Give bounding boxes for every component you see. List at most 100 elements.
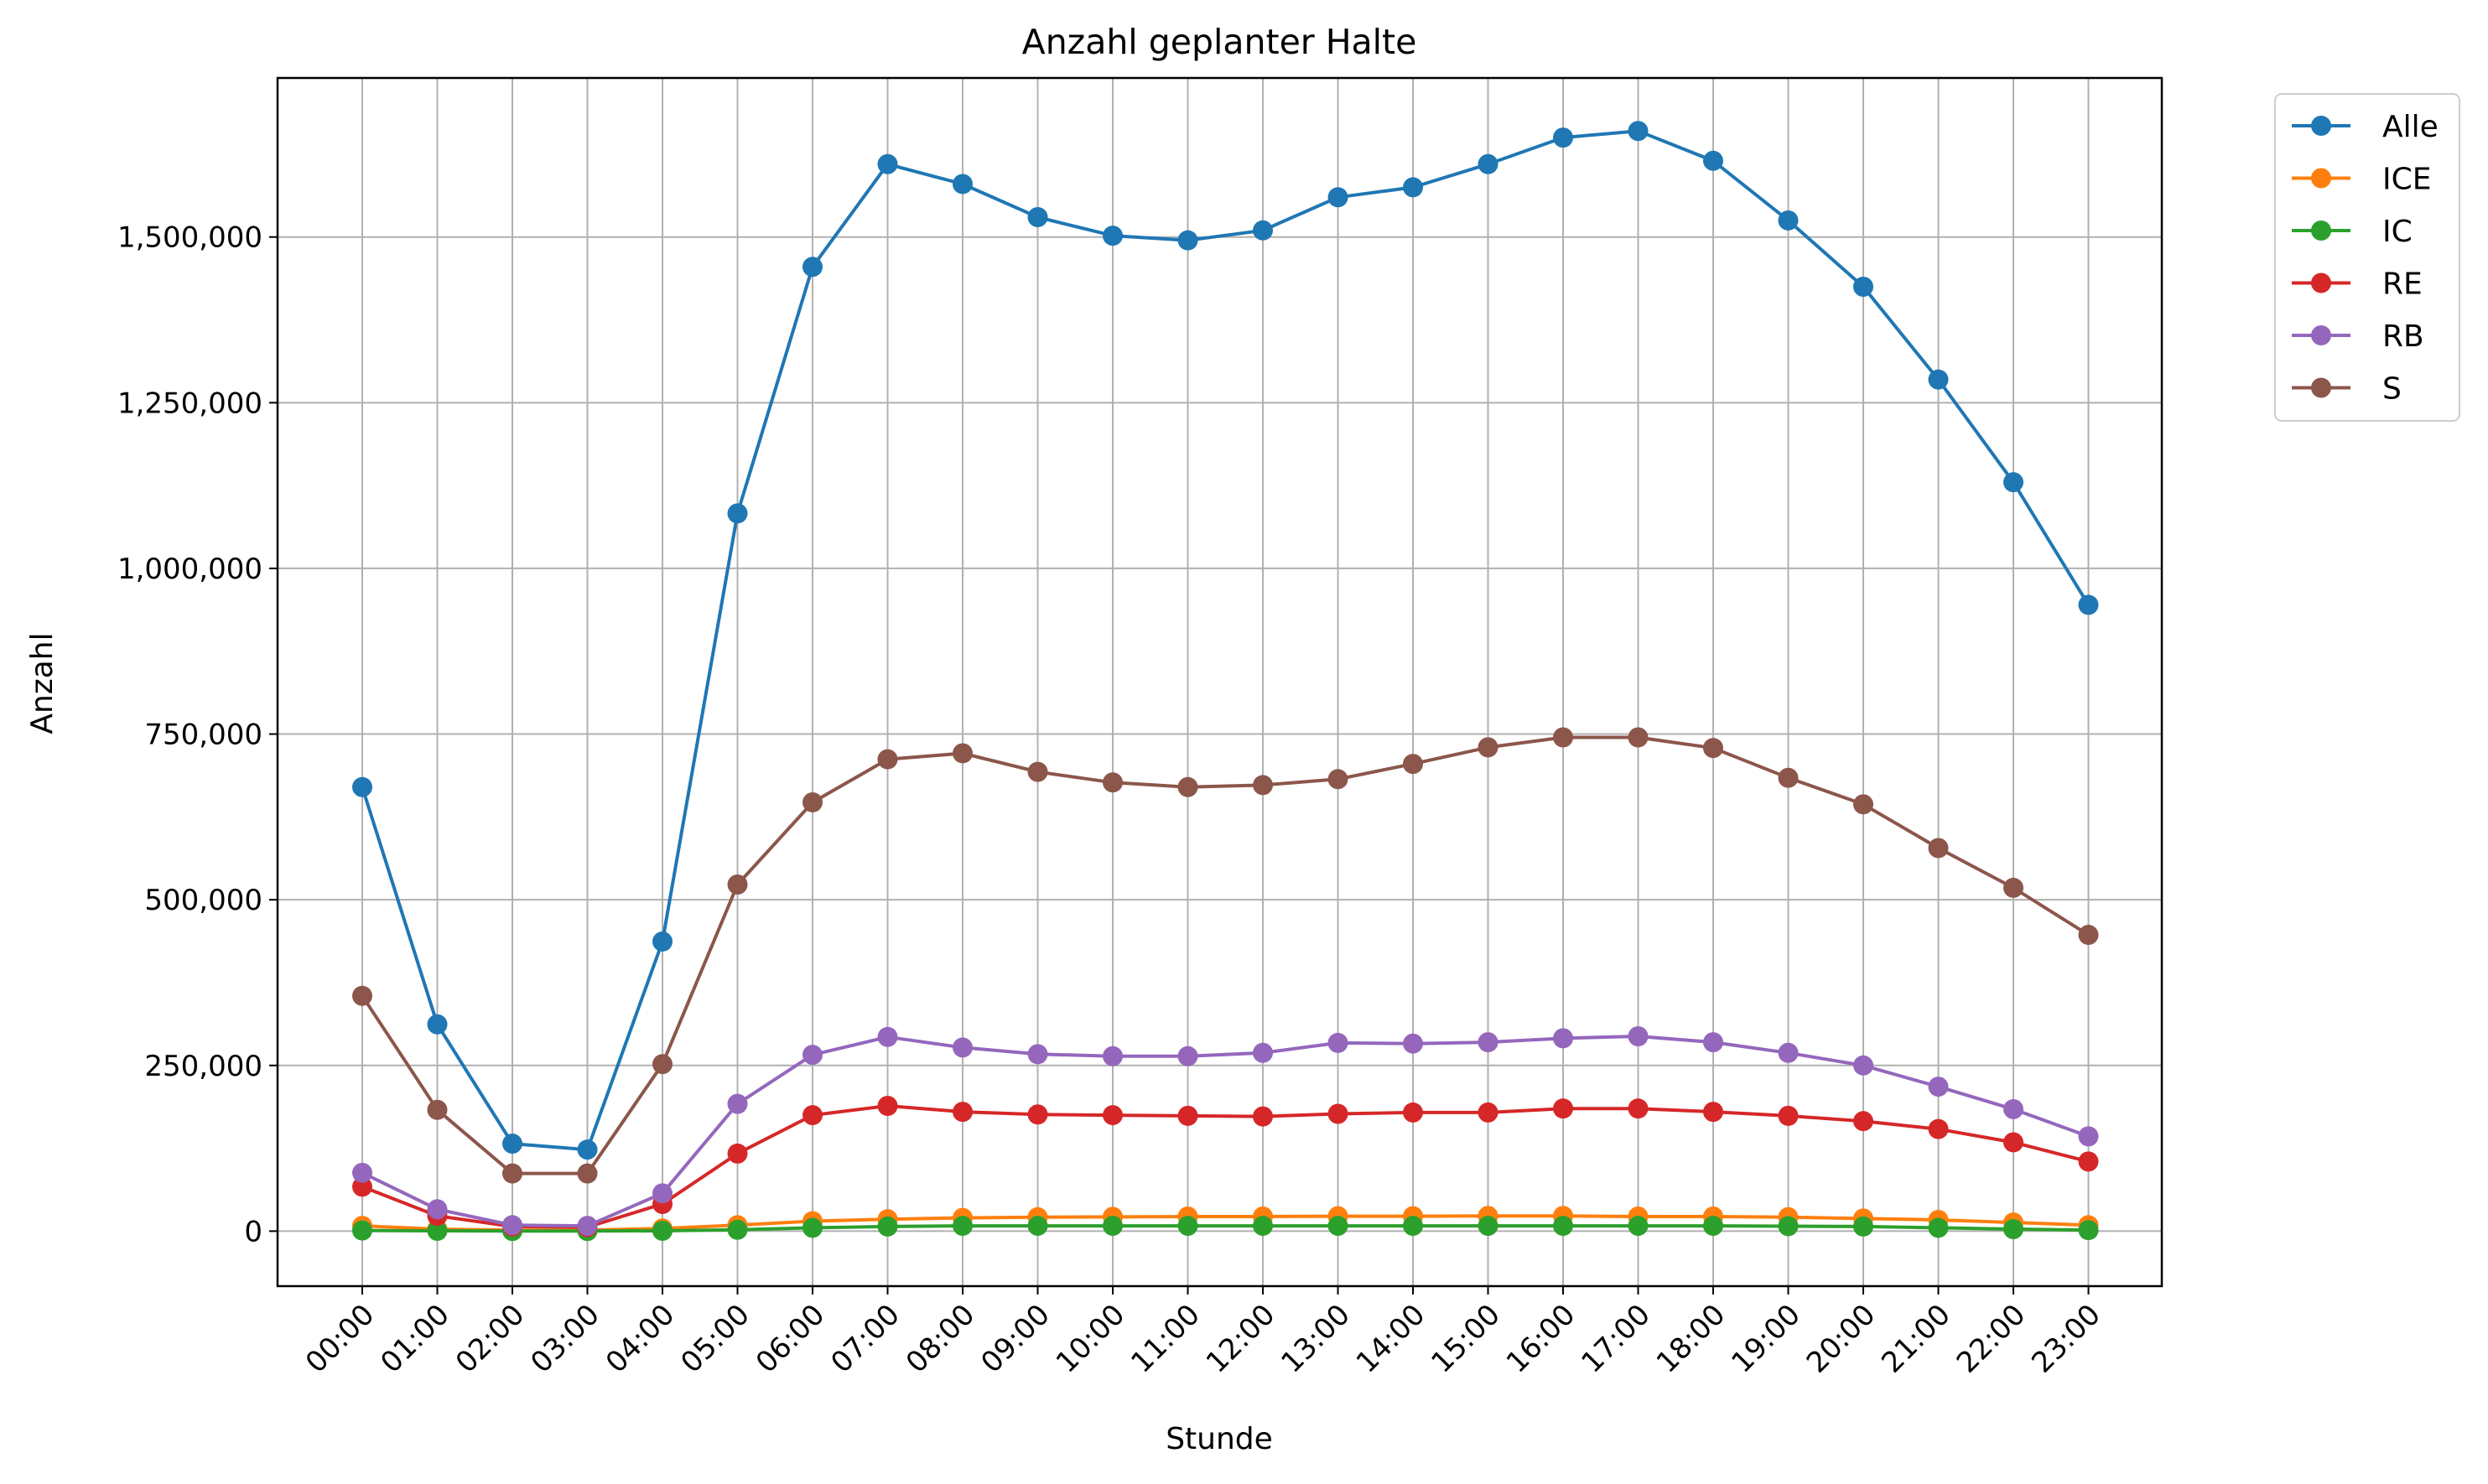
y-tick-label: 750,000 xyxy=(144,719,262,752)
data-point xyxy=(1403,1216,1423,1237)
data-point xyxy=(1403,1033,1423,1054)
data-point xyxy=(1103,226,1123,246)
data-point xyxy=(2078,594,2099,615)
y-tick-label: 0 xyxy=(244,1215,262,1248)
legend-marker xyxy=(2311,221,2331,241)
data-point xyxy=(1177,1046,1198,1066)
data-point xyxy=(727,503,748,524)
data-point xyxy=(1928,369,1949,390)
legend-item-alle: Alle xyxy=(2292,110,2439,144)
data-point xyxy=(802,257,823,278)
data-point xyxy=(1253,220,1273,241)
data-point xyxy=(352,1162,372,1183)
data-point xyxy=(1177,1216,1198,1237)
data-point xyxy=(1027,1104,1048,1125)
data-point xyxy=(1103,1216,1123,1237)
data-point xyxy=(652,931,673,952)
data-point xyxy=(1928,1077,1949,1097)
data-point xyxy=(1253,1042,1273,1063)
data-point xyxy=(1478,1032,1499,1053)
data-point xyxy=(1478,1216,1499,1237)
data-point xyxy=(1177,776,1198,797)
series-line xyxy=(361,1214,2089,1232)
data-point xyxy=(577,1216,598,1237)
legend: Alle ICE IC RE RB S xyxy=(2274,93,2460,422)
data-point xyxy=(1027,1044,1048,1065)
data-point xyxy=(1027,761,1048,782)
data-point xyxy=(1403,754,1423,775)
data-point xyxy=(727,1093,748,1114)
data-point xyxy=(1327,1216,1348,1237)
data-point xyxy=(1327,769,1348,790)
data-point xyxy=(427,1099,448,1120)
data-point xyxy=(1628,1098,1649,1119)
data-point xyxy=(953,1102,973,1123)
data-point xyxy=(1853,1111,1873,1132)
data-point xyxy=(2078,1220,2099,1241)
data-point xyxy=(2003,877,2023,898)
legend-item-ic: IC xyxy=(2292,215,2413,249)
data-point xyxy=(727,874,748,895)
series-line xyxy=(361,1035,2090,1228)
legend-item-s: S xyxy=(2292,372,2402,407)
data-point xyxy=(1703,1102,1723,1123)
data-point xyxy=(352,985,372,1006)
data-point xyxy=(502,1134,522,1155)
data-point xyxy=(1177,230,1198,251)
legend-marker xyxy=(2311,325,2331,345)
data-point xyxy=(1177,1105,1198,1126)
data-point xyxy=(1703,150,1723,171)
legend-label: RE xyxy=(2382,267,2423,302)
series-line xyxy=(361,129,2091,1152)
y-axis-ticks: 0 250,000 500,000 750,000 1,000,000 1,250,000… xyxy=(117,221,278,1248)
data-point xyxy=(877,749,898,770)
data-point xyxy=(877,1026,898,1047)
data-point xyxy=(1403,1102,1423,1123)
data-point xyxy=(1703,738,1723,759)
data-point xyxy=(1928,1118,1949,1139)
data-point xyxy=(1103,1105,1123,1126)
data-point xyxy=(2003,472,2023,493)
data-point xyxy=(1778,767,1799,788)
data-point xyxy=(1778,210,1799,231)
data-point xyxy=(727,1143,748,1164)
data-point xyxy=(577,1163,598,1184)
data-point xyxy=(1553,127,1573,148)
y-tick-label: 1,000,000 xyxy=(117,553,262,586)
data-point xyxy=(502,1163,522,1184)
legend-item-rb: RB xyxy=(2292,319,2424,354)
data-point xyxy=(1103,772,1123,793)
data-point xyxy=(1853,1055,1873,1076)
series-line xyxy=(361,1104,2089,1229)
data-point xyxy=(1778,1105,1799,1126)
data-point xyxy=(1553,1216,1573,1237)
data-point xyxy=(1628,1216,1649,1237)
data-point xyxy=(1327,1032,1348,1053)
data-point xyxy=(1553,1098,1573,1119)
data-point xyxy=(1478,1102,1499,1123)
y-tick-label: 250,000 xyxy=(144,1050,262,1083)
legend-marker xyxy=(2311,168,2331,189)
data-point xyxy=(953,1037,973,1058)
data-point xyxy=(2003,1098,2023,1119)
legend-marker xyxy=(2311,272,2331,293)
data-point xyxy=(877,1216,898,1237)
data-point xyxy=(1253,1106,1273,1127)
data-point xyxy=(1327,1103,1348,1124)
data-point xyxy=(2003,1219,2023,1240)
data-point xyxy=(1628,727,1649,748)
data-point xyxy=(1327,187,1348,208)
data-point xyxy=(2003,1132,2023,1153)
legend-label: IC xyxy=(2382,215,2413,249)
data-point xyxy=(1403,177,1423,198)
data-point xyxy=(877,153,898,174)
data-point xyxy=(652,1220,673,1241)
data-point xyxy=(1853,794,1873,815)
y-tick-label: 1,250,000 xyxy=(117,387,262,420)
data-point xyxy=(1478,737,1499,758)
data-point xyxy=(1553,727,1573,748)
legend-item-re: RE xyxy=(2292,267,2423,302)
data-point xyxy=(877,1095,898,1116)
data-point xyxy=(1853,1216,1873,1237)
